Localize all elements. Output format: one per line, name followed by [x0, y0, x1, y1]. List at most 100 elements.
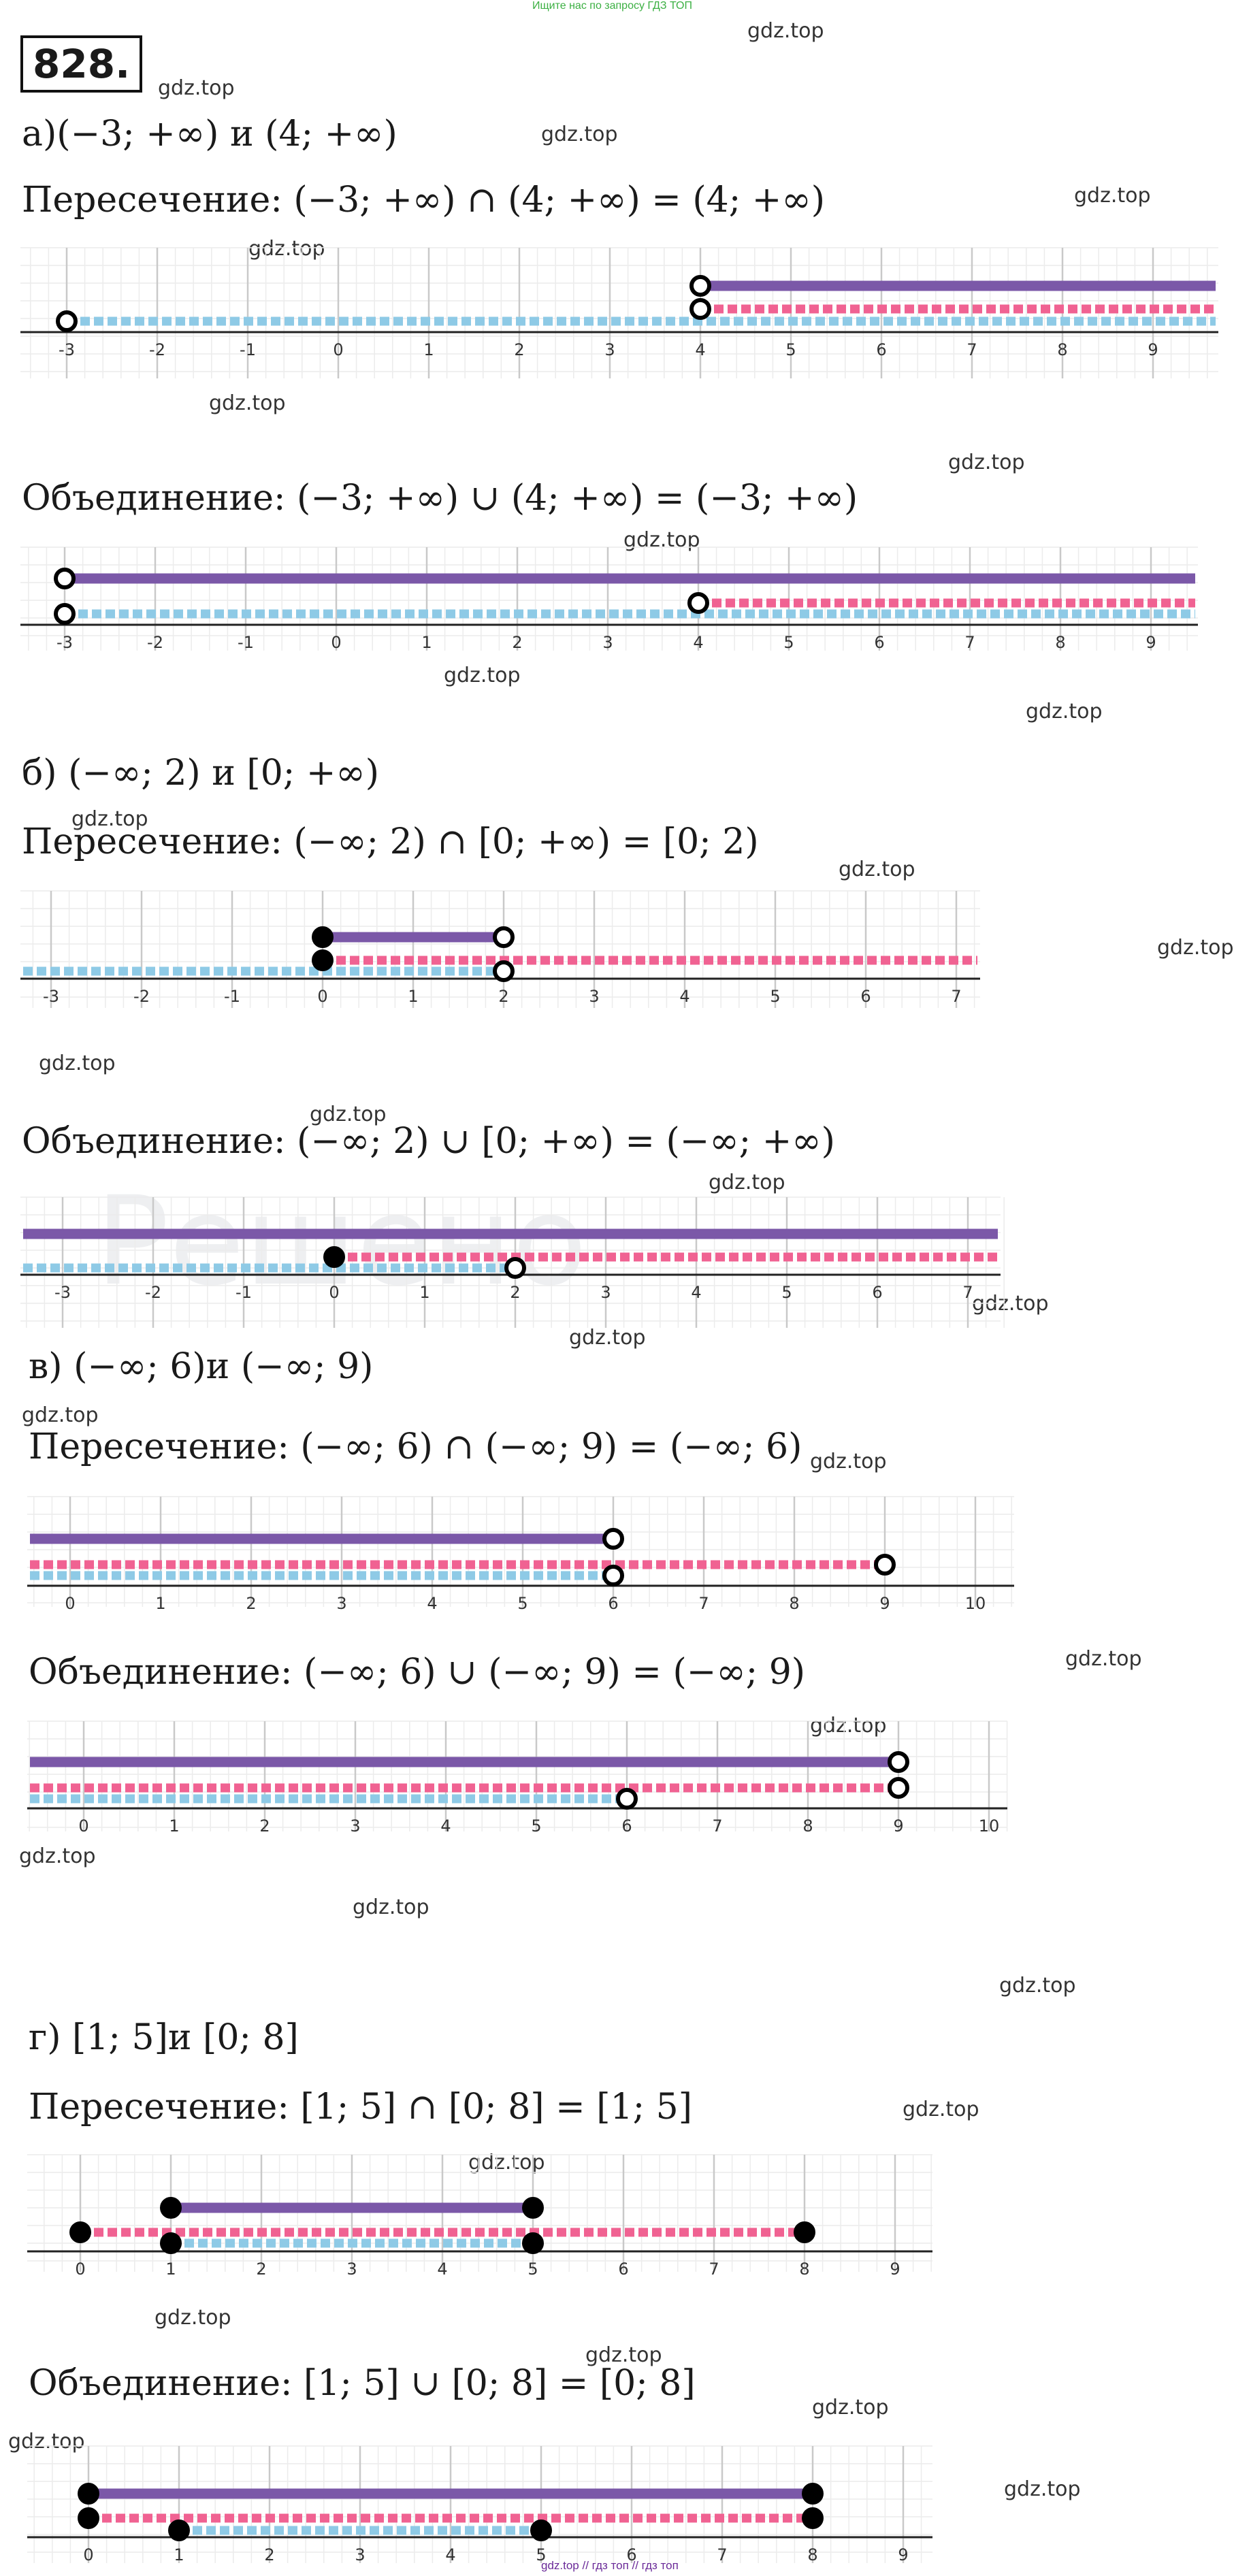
closed-endpoint [794, 2221, 815, 2243]
tick-label: 6 [608, 1594, 618, 1613]
tick-label: 5 [527, 2260, 538, 2279]
tick-label: 5 [783, 633, 794, 652]
watermark: gdz.top [310, 1103, 387, 1126]
open-endpoint [689, 298, 711, 320]
watermark: gdz.top [903, 2098, 979, 2121]
watermark: gdz.top [1074, 184, 1151, 208]
tick-label: 6 [876, 340, 886, 359]
watermark: gdz.top [541, 123, 618, 146]
tick-label: 4 [427, 1594, 437, 1613]
tick-label: 9 [879, 1594, 890, 1613]
tick-label: -1 [236, 1283, 252, 1302]
tick-label: 10 [979, 1816, 1000, 1836]
tick-label: 10 [965, 1594, 986, 1613]
tick-label: 5 [770, 987, 780, 1006]
open-endpoint [493, 926, 515, 948]
open-endpoint [504, 1257, 526, 1279]
open-endpoint [689, 275, 711, 297]
tick-label: 6 [621, 1816, 632, 1836]
tick-label: 2 [510, 1283, 520, 1302]
number-line-g-union: 0 1 2 3 4 5 6 7 8 9 [27, 2445, 932, 2564]
tick-label: 0 [65, 1594, 75, 1613]
closed-endpoint [323, 1246, 345, 1268]
section-a-heading: а)(−3; +∞) и (4; +∞) [22, 114, 397, 154]
tick-label: 1 [155, 1594, 165, 1613]
watermark: gdz.top [585, 2343, 662, 2367]
section-g-heading: г) [1; 5]и [0; 8] [29, 2017, 299, 2058]
number-line-a-union: -3 -2 -1 0 1 2 3 4 5 6 7 8 9 [20, 547, 1198, 652]
number-line-g-intersection: 0 1 2 3 4 5 6 7 8 9 [27, 2154, 932, 2279]
tick-label: 5 [517, 1594, 527, 1613]
number-line-v-union: 0 1 2 3 4 5 6 7 8 9 10 [27, 1721, 1008, 1836]
open-endpoint [602, 1565, 624, 1586]
tick-label: 6 [874, 633, 884, 652]
tick-label: 0 [317, 987, 327, 1006]
closed-endpoint [69, 2221, 91, 2243]
number-line-b-intersection: -3 -2 -1 0 1 2 3 4 5 6 7 [20, 890, 980, 1008]
tick-label: 9 [890, 2260, 900, 2279]
watermark: gdz.top [747, 19, 824, 43]
problem-number: 828. [20, 35, 143, 93]
watermark: gdz.top [1026, 700, 1103, 723]
watermark: gdz.top [353, 1895, 429, 1919]
open-endpoint [874, 1554, 896, 1576]
tick-label: 8 [799, 2260, 809, 2279]
tick-label: 4 [440, 1816, 451, 1836]
section-g-intersection: Пересечение: [1; 5] ∩ [0; 8] = [1; 5] [29, 2087, 692, 2127]
closed-endpoint [312, 949, 334, 971]
watermark: gdz.top [71, 807, 148, 831]
tick-label: 2 [512, 633, 522, 652]
background-watermark: Решено [95, 1171, 587, 1313]
tick-label: 7 [712, 1816, 722, 1836]
section-v-heading: в) (−∞; 6)и (−∞; 9) [29, 1346, 374, 1387]
open-endpoint [56, 310, 78, 332]
open-endpoint [616, 1788, 638, 1810]
open-endpoint [888, 1777, 909, 1799]
tick-label: 6 [860, 987, 871, 1006]
tick-label: 0 [329, 1283, 339, 1302]
tick-label: -1 [224, 987, 240, 1006]
section-g-union: Объединение: [1; 5] ∪ [0; 8] = [0; 8] [29, 2363, 696, 2404]
watermark: gdz.top [158, 76, 235, 100]
closed-endpoint [802, 2507, 824, 2529]
section-b-intersection: Пересечение: (−∞; 2) ∩ [0; +∞) = [0; 2) [22, 821, 759, 862]
tick-label: 8 [807, 2545, 817, 2564]
tick-label: 1 [423, 340, 434, 359]
tick-label: 8 [1055, 633, 1065, 652]
tick-label: 2 [256, 2260, 266, 2279]
tick-label: 3 [336, 1594, 346, 1613]
tick-label: 0 [83, 2545, 93, 2564]
watermark: gdz.top [1157, 936, 1234, 960]
tick-label: 9 [898, 2545, 908, 2564]
tick-label: -3 [59, 340, 75, 359]
watermark: gdz.top [810, 1714, 887, 1738]
tick-label: 1 [165, 2260, 176, 2279]
tick-label: -3 [56, 633, 73, 652]
watermark: gdz.top [839, 858, 915, 881]
number-line-a-intersection: -3 -2 -1 0 1 2 3 4 5 6 7 8 9 [20, 247, 1218, 378]
tick-label: 5 [781, 1283, 792, 1302]
tick-label: 7 [698, 1594, 709, 1613]
tick-label: 7 [709, 2260, 719, 2279]
tick-label: -2 [133, 987, 150, 1006]
watermark: gdz.top [709, 1171, 785, 1194]
number-line-b-union: -3 -2 -1 0 1 2 3 4 5 6 7 [20, 1196, 1005, 1328]
closed-endpoint [160, 2197, 182, 2219]
tick-label: 7 [964, 633, 975, 652]
section-v-intersection: Пересечение: (−∞; 6) ∩ (−∞; 9) = (−∞; 6) [29, 1426, 802, 1467]
tick-label: -2 [145, 1283, 161, 1302]
tick-label: 0 [331, 633, 341, 652]
tick-label: 4 [445, 2545, 455, 2564]
closed-endpoint [312, 926, 334, 948]
tick-label: -3 [43, 987, 59, 1006]
tick-label: 4 [695, 340, 705, 359]
open-endpoint [54, 603, 76, 625]
watermark: gdz.top [812, 2396, 889, 2419]
tick-label: 2 [498, 987, 508, 1006]
tick-label: 2 [246, 1594, 256, 1613]
bottom-note: gdz.top // гдз топ // гдз топ [541, 2559, 679, 2572]
tick-label: -1 [238, 633, 254, 652]
tick-label: 6 [618, 2260, 628, 2279]
watermark: gdz.top [810, 1450, 887, 1473]
closed-endpoint [522, 2197, 544, 2219]
